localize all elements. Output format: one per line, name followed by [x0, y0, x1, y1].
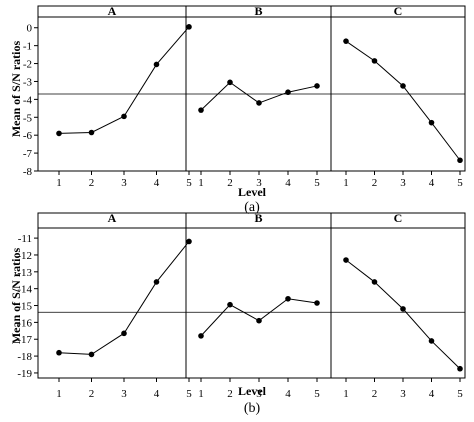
y-tick-label: -13: [17, 267, 32, 279]
x-tick-label: 5: [314, 388, 320, 400]
x-tick-label: 5: [457, 177, 463, 189]
x-tick-label: 3: [121, 177, 127, 189]
figure-caption: (b): [244, 401, 261, 416]
x-tick-label: 1: [198, 177, 204, 189]
x-tick-label: 2: [372, 177, 378, 189]
data-point: [186, 238, 192, 245]
data-point: [285, 89, 291, 96]
figure-caption: (a): [244, 200, 260, 215]
x-tick-label: 5: [457, 388, 463, 400]
y-tick-label: -12: [17, 250, 32, 262]
x-tick-label: 2: [227, 177, 233, 189]
data-point: [343, 257, 349, 263]
data-point: [153, 61, 160, 68]
data-point: [400, 306, 406, 312]
x-tick-label: 4: [285, 177, 291, 189]
x-tick-label: 3: [400, 388, 406, 400]
data-point: [227, 79, 233, 86]
y-tick-label: -16: [17, 317, 32, 329]
data-point: [153, 279, 160, 285]
series-line: [200, 298, 318, 337]
x-tick-label: 3: [121, 388, 127, 400]
panel-title: B: [254, 4, 262, 18]
data-point: [227, 301, 233, 308]
data-point: [256, 317, 262, 324]
x-axis-label: Level: [238, 384, 267, 398]
data-point: [88, 129, 95, 136]
data-point: [428, 338, 435, 344]
x-tick-label: 3: [256, 177, 262, 189]
x-tick-label: 3: [400, 177, 406, 189]
data-point: [198, 107, 204, 113]
y-tick-label: -3: [23, 76, 33, 88]
data-point: [457, 157, 463, 164]
x-tick-label: 4: [154, 177, 160, 189]
panel-title: C: [394, 211, 403, 225]
panel-title: B: [254, 211, 262, 225]
x-tick-label: 5: [186, 177, 192, 189]
data-point: [121, 330, 127, 337]
x-tick-label: 1: [343, 388, 349, 400]
data-point: [56, 130, 62, 137]
chart-frame: [37, 212, 466, 379]
y-tick-label: -2: [23, 59, 32, 71]
y-tick-label: -8: [23, 166, 33, 178]
x-tick-label: 2: [89, 388, 95, 400]
y-tick-label: -15: [17, 301, 32, 313]
y-axis-label: Mean of S/N ratios: [9, 248, 23, 345]
data-point: [343, 38, 349, 44]
x-tick-label: 3: [256, 388, 262, 400]
x-tick-label: 5: [186, 388, 192, 400]
x-axis-label: Level: [238, 185, 267, 199]
y-tick-label: -17: [17, 334, 32, 346]
data-point: [400, 83, 406, 89]
x-tick-label: 1: [56, 388, 62, 400]
y-tick-label: -14: [17, 284, 32, 296]
x-tick-label: 4: [429, 177, 435, 189]
data-point: [457, 365, 463, 372]
data-point: [371, 58, 378, 64]
x-tick-label: 4: [429, 388, 435, 400]
data-point: [121, 113, 127, 120]
x-tick-label: 1: [198, 388, 204, 400]
x-tick-label: 1: [343, 177, 349, 189]
y-tick-label: -6: [23, 130, 33, 142]
series-line: [200, 81, 318, 111]
data-point: [198, 333, 204, 339]
panel-title: A: [108, 211, 117, 225]
x-tick-label: 5: [314, 177, 320, 189]
x-tick-label: 4: [154, 388, 160, 400]
y-tick-label: -7: [23, 148, 33, 160]
chart-frame: [37, 5, 466, 172]
x-tick-label: 4: [285, 388, 291, 400]
data-point: [371, 279, 378, 285]
panel-title: C: [394, 4, 403, 18]
y-tick-label: -11: [18, 233, 32, 245]
x-tick-label: 2: [89, 177, 95, 189]
data-point: [285, 295, 291, 302]
x-tick-label: 2: [227, 388, 233, 400]
data-point: [56, 349, 62, 356]
x-tick-label: 1: [56, 177, 62, 189]
y-tick-label: -4: [23, 94, 33, 106]
data-point: [314, 300, 320, 306]
y-tick-label: 0: [27, 23, 33, 35]
x-tick-label: 2: [372, 388, 378, 400]
y-tick-label: -18: [17, 351, 32, 363]
y-axis-label: Mean of S/N ratios: [9, 41, 23, 138]
series-line: [345, 259, 461, 370]
data-point: [88, 351, 95, 358]
data-point: [428, 119, 435, 126]
y-tick-label: -1: [23, 41, 32, 53]
y-tick-label: -5: [23, 112, 33, 124]
data-point: [314, 83, 320, 89]
panel-title: A: [108, 4, 117, 18]
data-point: [256, 100, 262, 106]
data-point: [186, 24, 192, 30]
series-line: [58, 241, 190, 355]
series-line: [345, 40, 461, 161]
y-tick-label: -19: [17, 368, 32, 380]
